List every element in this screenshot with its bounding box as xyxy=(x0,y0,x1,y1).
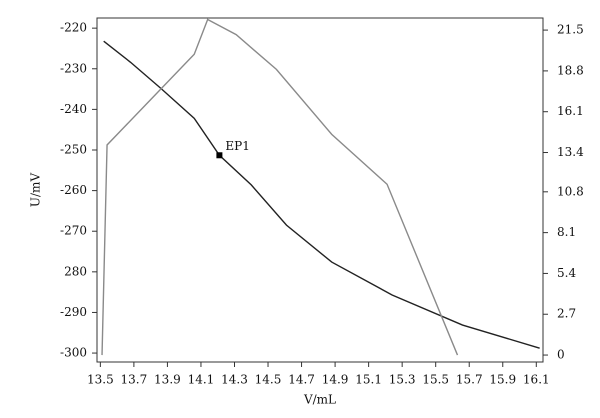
x-tick-label: 16.1 xyxy=(523,373,550,387)
y-tick-label: -290 xyxy=(60,305,87,319)
line-series xyxy=(103,40,540,349)
y-tick-label: -260 xyxy=(60,183,87,197)
x-tick-label: 13.7 xyxy=(121,373,148,387)
y2-tick-label: 10.8 xyxy=(557,184,584,198)
y2-tick-label: 18.8 xyxy=(557,63,584,77)
y2-tick-label: 16.1 xyxy=(557,104,584,118)
x-axis-label: V/mL xyxy=(303,393,336,407)
x-tick-label: 15.3 xyxy=(389,373,416,387)
y-tick-label: -300 xyxy=(60,346,87,360)
y2-tick-label: 0 xyxy=(557,348,565,362)
x-tick-label: 15.7 xyxy=(456,373,483,387)
y-tick-label: -240 xyxy=(60,102,87,116)
y-tick-label: -220 xyxy=(60,21,87,35)
line-series xyxy=(101,18,459,356)
x-tick-label: 14.3 xyxy=(221,373,248,387)
x-tick-label: 14.1 xyxy=(188,373,215,387)
x-tick-label: 14.9 xyxy=(322,373,349,387)
y2-tick-label: 13.4 xyxy=(557,145,584,159)
x-tick-label: 14.5 xyxy=(255,373,282,387)
y-tick-label: 280 xyxy=(64,264,87,278)
y2-tick-label: 8.1 xyxy=(557,225,576,239)
y2-tick-label: 21.5 xyxy=(557,23,584,37)
plot-frame xyxy=(96,17,544,363)
x-tick-label: 15.1 xyxy=(355,373,382,387)
y-axis-label: U/mV xyxy=(29,173,43,208)
x-tick-label: 13.9 xyxy=(154,373,181,387)
annotation-marker xyxy=(216,152,223,159)
y-tick-label: -230 xyxy=(60,61,87,75)
x-tick-label: 14.7 xyxy=(288,373,315,387)
x-tick-label: 15.9 xyxy=(489,373,516,387)
y-tick-label: -270 xyxy=(60,224,87,238)
x-tick-label: 15.5 xyxy=(422,373,449,387)
annotation-label: EP1 xyxy=(225,139,249,153)
x-tick-label: 13.5 xyxy=(87,373,114,387)
y-tick-label: -250 xyxy=(60,142,87,156)
y2-tick-label: 2.7 xyxy=(557,307,576,321)
y2-tick-label: 5.4 xyxy=(557,266,576,280)
